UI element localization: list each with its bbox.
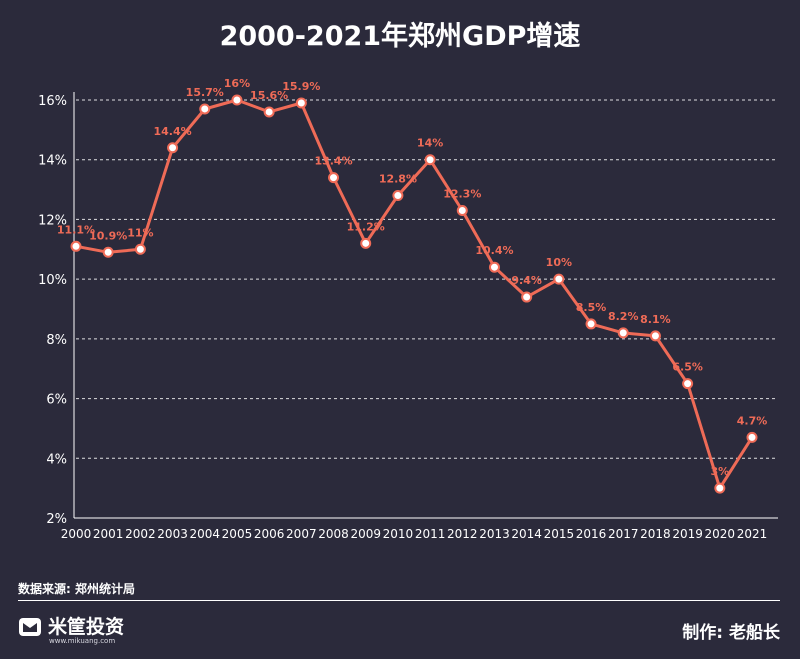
data-point (360, 237, 372, 249)
data-point (553, 273, 565, 285)
data-point (521, 291, 533, 303)
x-tick-label: 2021 (737, 527, 768, 541)
x-tick-label: 2001 (93, 527, 124, 541)
data-label: 8.5% (576, 301, 607, 314)
brand-name: 米筐投资 (48, 616, 125, 638)
x-tick-label: 2020 (705, 527, 736, 541)
x-tick-label: 2003 (157, 527, 188, 541)
y-tick-label: 6% (46, 393, 67, 408)
y-tick-label: 4% (46, 452, 67, 467)
data-point (295, 97, 307, 109)
x-tick-label: 2005 (222, 527, 253, 541)
x-tick-label: 2016 (576, 527, 607, 541)
x-tick-label: 2012 (447, 527, 478, 541)
data-point (167, 142, 179, 154)
y-tick-label: 8% (46, 333, 67, 348)
data-label: 15.9% (282, 80, 320, 93)
data-point (714, 482, 726, 494)
y-tick-label: 12% (38, 213, 67, 228)
x-tick-label: 2002 (125, 527, 156, 541)
data-point (456, 204, 468, 216)
data-label: 6.5% (672, 361, 703, 374)
data-label: 14% (417, 137, 443, 150)
x-tick-label: 2017 (608, 527, 639, 541)
mikuang-logo-icon (19, 618, 41, 636)
data-label: 10.4% (475, 244, 513, 257)
grid-layer (76, 99, 778, 459)
data-point (746, 431, 758, 443)
x-tick-label: 2015 (544, 527, 575, 541)
data-label: 3% (710, 465, 729, 478)
data-label: 10% (546, 256, 572, 269)
data-label: 11% (127, 226, 153, 239)
data-points-layer (70, 94, 758, 494)
data-label: 4.7% (737, 414, 768, 427)
chart-title: 2000-2021年郑州GDP增速 (219, 21, 581, 52)
series-line (75, 98, 754, 490)
brand-domain: www.mikuang.com (49, 637, 116, 645)
gdp-growth-line-chart: 2% 4% 6% 8% 10% 12% 14% 16% 2000 2001 2002 2003 2004… (38, 77, 778, 541)
series-line-layer (75, 98, 754, 490)
x-tick-label: 2013 (479, 527, 510, 541)
data-source: 数据来源: 郑州统计局 (18, 582, 135, 596)
x-tick-label: 2006 (254, 527, 285, 541)
x-tick-label: 2007 (286, 527, 317, 541)
data-point (488, 261, 500, 273)
x-tick-label: 2011 (415, 527, 446, 541)
x-tick-label: 2019 (672, 527, 703, 541)
data-point (263, 106, 275, 118)
axis-layer: 2% 4% 6% 8% 10% 12% 14% 16% 2000 2001 2002 2003 2004… (38, 92, 778, 541)
data-label: 8.1% (640, 313, 671, 326)
data-point (70, 240, 82, 252)
footer-divider (18, 600, 780, 601)
y-tick-label: 14% (38, 154, 67, 169)
data-label: 8.2% (608, 310, 639, 323)
x-tick-label: 2009 (350, 527, 381, 541)
data-point (682, 378, 694, 390)
data-label: 11.1% (57, 223, 95, 236)
data-point (649, 330, 661, 342)
data-point (102, 246, 114, 258)
x-tick-label: 2000 (61, 527, 92, 541)
data-label: 12.8% (379, 173, 417, 186)
data-point (231, 94, 243, 106)
data-point (617, 327, 629, 339)
data-label: 12.3% (443, 187, 481, 200)
data-point (424, 154, 436, 166)
y-tick-label: 10% (38, 273, 67, 288)
author-credit: 制作: 老船长 (682, 623, 780, 643)
data-label: 14.4% (153, 125, 191, 138)
data-label: 15.7% (186, 86, 224, 99)
data-label: 11.2% (347, 220, 385, 233)
x-tick-label: 2014 (511, 527, 542, 541)
data-point (199, 103, 211, 115)
y-tick-label: 16% (38, 94, 67, 109)
data-point (134, 243, 146, 255)
x-tick-label: 2010 (383, 527, 414, 541)
data-label: 16% (224, 77, 250, 90)
x-tick-label: 2018 (640, 527, 671, 541)
data-label: 13.4% (314, 155, 352, 168)
x-tick-label: 2008 (318, 527, 349, 541)
data-labels-layer: 11.1%10.9% 11% 14.4% 15.7%16%15.6%15.9% 13.4… (57, 77, 767, 478)
y-tick-label: 2% (46, 512, 67, 527)
brand-logo: 米筐投资 www.mikuang.com (18, 612, 218, 646)
data-label: 15.6% (250, 89, 288, 102)
data-point (328, 172, 340, 184)
data-point (392, 190, 404, 202)
data-label: 10.9% (89, 229, 127, 242)
data-point (585, 318, 597, 330)
x-tick-label: 2004 (189, 527, 220, 541)
data-label: 9.4% (511, 274, 542, 287)
